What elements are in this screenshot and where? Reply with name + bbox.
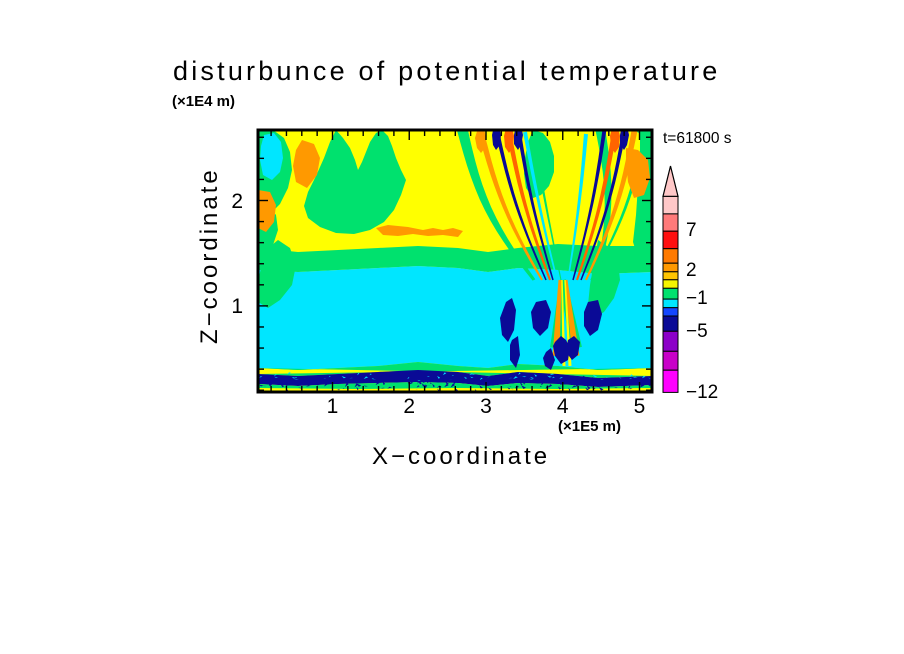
svg-text:2: 2: [403, 395, 415, 418]
svg-text:1: 1: [231, 295, 243, 318]
svg-text:−12: −12: [686, 382, 718, 403]
svg-text:1: 1: [327, 395, 339, 418]
svg-text:3: 3: [480, 395, 492, 418]
svg-text:2: 2: [231, 190, 243, 213]
svg-text:5: 5: [634, 395, 646, 418]
svg-text:−1: −1: [686, 288, 708, 309]
svg-text:7: 7: [686, 220, 697, 241]
svg-text:2: 2: [686, 260, 697, 281]
svg-text:4: 4: [557, 395, 569, 418]
svg-text:t=61800 s: t=61800 s: [663, 130, 732, 147]
svg-text:−5: −5: [686, 321, 708, 342]
